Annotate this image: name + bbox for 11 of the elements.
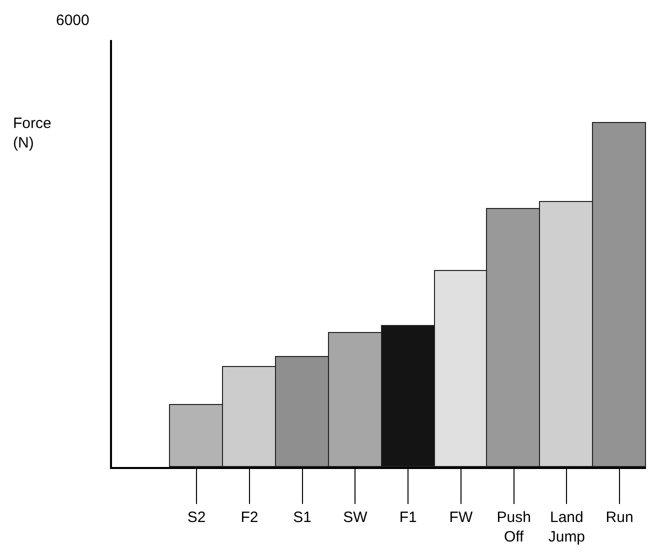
x-tick-label: S2 <box>187 509 206 526</box>
x-tick-label: Push Off <box>496 509 531 546</box>
x-tick-label: Run <box>606 509 634 526</box>
x-tick-label: SW <box>343 509 368 526</box>
text: Force (N) <box>13 115 52 152</box>
x-tick-label: Land Jump <box>548 509 586 546</box>
x-tick-label: F2 <box>240 509 258 526</box>
text: 6000 <box>56 12 90 29</box>
x-tick-label: F1 <box>399 509 417 526</box>
x-tick-label: S1 <box>293 509 312 526</box>
x-tick-label: FW <box>449 509 474 526</box>
